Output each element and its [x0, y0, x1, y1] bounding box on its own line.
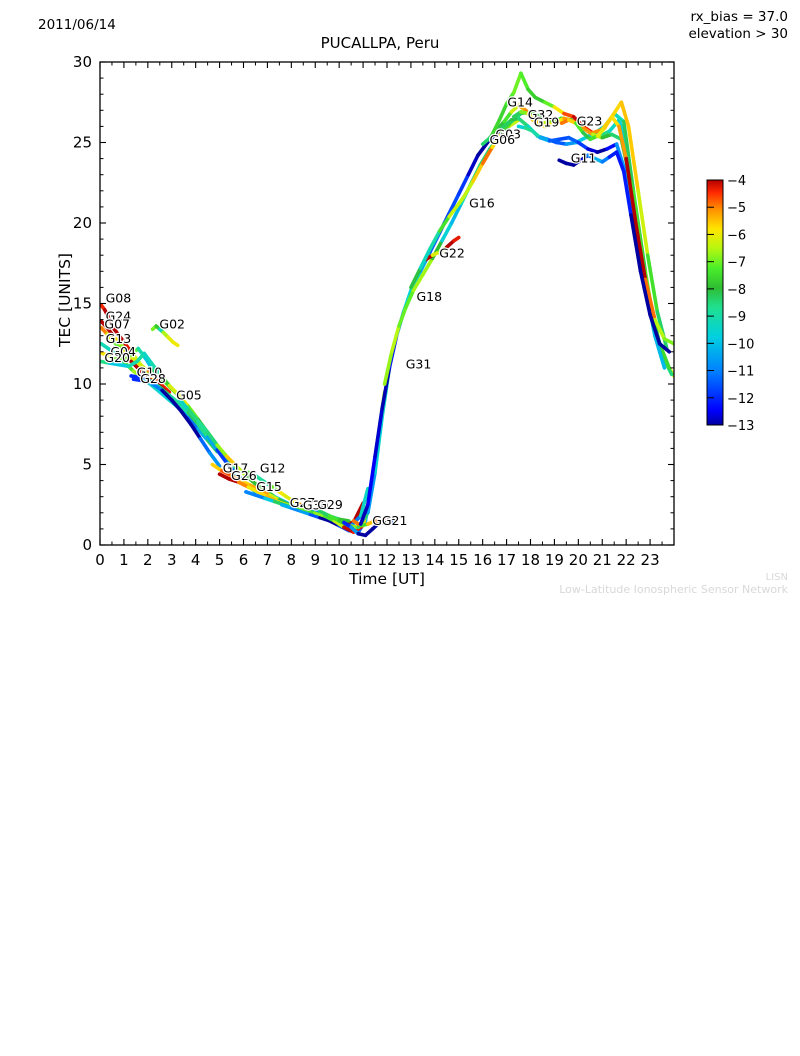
x-tick-label: 13 [401, 551, 420, 569]
y-tick-label: 10 [73, 375, 92, 393]
x-tick-label: 7 [263, 551, 273, 569]
y-axis-label: TEC [UNITS] [56, 253, 74, 347]
colorbar-tick-label: −7 [727, 256, 746, 271]
series-annotation: G07 [104, 316, 130, 331]
x-axis-label: Time [UT] [349, 570, 425, 588]
series-annotation: G21 [382, 513, 408, 528]
y-tick-label: 25 [73, 134, 92, 152]
series-annotation: G32 [528, 107, 554, 122]
x-tick-label: 16 [473, 551, 492, 569]
x-tick-label: 15 [449, 551, 468, 569]
colorbar-tick-label: −11 [727, 365, 754, 380]
series-annotation: G19 [534, 114, 560, 129]
y-tick-label: 20 [73, 214, 92, 232]
series-annotation: G11 [571, 151, 597, 166]
series-annotation: G03 [495, 126, 521, 141]
colorbar-tick-label: −10 [727, 337, 754, 352]
series-annotation: G27 [290, 495, 316, 510]
y-tick-label: 5 [82, 456, 92, 474]
series-annotation: G06 [489, 132, 515, 147]
axes-layer: 0 1 2 3 4 5 6 7 8 9 10 11 12 13 14 15 16 17 18 19 20 21 22 2305… [73, 53, 675, 569]
x-tick-label: 8 [287, 551, 297, 569]
series-annotation: G04 [110, 344, 136, 359]
y-tick-label: 15 [73, 295, 92, 313]
series-annotation: G18 [417, 289, 443, 304]
data-series-layer [100, 71, 674, 538]
series-annotation: G02 [159, 316, 185, 331]
watermark-full-name: Low-Latitude Ionospheric Sensor Network [559, 583, 788, 596]
plot-canvas: 0 1 2 3 4 5 6 7 8 9 10 11 12 13 14 15 16 17 18 19 20 21 22 2305… [73, 53, 755, 569]
rx-bias-annotation: rx_bias = 37.0 [690, 9, 788, 25]
tec-plot-figure: 2011/06/14 rx_bias = 37.0 elevation > 30… [38, 9, 788, 596]
y-tick-label: 0 [82, 536, 92, 554]
series-annotation: G29 [317, 497, 343, 512]
series-G31 [358, 126, 509, 526]
colorbar-tick-label: −8 [727, 283, 746, 298]
series-annotation: G13 [106, 331, 132, 346]
x-tick-label: 11 [354, 551, 373, 569]
series-annotation: G23 [577, 114, 603, 129]
series-annotation: G08 [106, 291, 132, 306]
x-tick-label: 2 [143, 551, 153, 569]
x-tick-label: 14 [425, 551, 444, 569]
series-annotation: G28 [140, 371, 166, 386]
series-annotation: G10 [137, 365, 163, 380]
series-annotation: G12 [260, 461, 286, 476]
date-stamp: 2011/06/14 [38, 17, 116, 33]
colorbar-tick-label: −6 [727, 228, 746, 243]
series-annotation: G20 [104, 350, 130, 365]
x-tick-label: 3 [167, 551, 177, 569]
series-annotation: G22 [439, 246, 465, 261]
colorbar-tick-label: −5 [727, 201, 746, 216]
series-G25 [342, 519, 396, 538]
series-G28 [131, 377, 222, 468]
series-annotation: G05 [176, 387, 202, 402]
x-tick-label: 23 [641, 551, 660, 569]
colorbar-tick-label: −9 [727, 310, 746, 325]
series-annotation: G25 [372, 513, 398, 528]
series-annotation: G14 [507, 94, 533, 109]
series-annotation: G17 [223, 461, 249, 476]
x-tick-label: 9 [310, 551, 320, 569]
x-tick-label: 4 [191, 551, 201, 569]
colorbar-tick-label: −4 [727, 174, 746, 189]
colorbar-ticks: −4 −5 −6 −7 −8 −9 −10 −11 −12 −13 [707, 174, 754, 434]
x-tick-label: 21 [593, 551, 612, 569]
x-tick-label: 1 [119, 551, 129, 569]
series-annotation: G16 [469, 196, 495, 211]
x-tick-label: 17 [497, 551, 516, 569]
colorbar-tick-label: −12 [727, 392, 754, 407]
series-annotation: G15 [256, 479, 282, 494]
series-annotation: G26 [231, 468, 257, 483]
x-tick-label: 19 [545, 551, 564, 569]
series-G22 [423, 235, 461, 262]
x-tick-label: 0 [95, 551, 105, 569]
series-annotation: G24 [106, 308, 132, 323]
series-G23 [559, 114, 674, 346]
elevation-annotation: elevation > 30 [688, 26, 788, 42]
page-title: PUCALLPA, Peru [320, 34, 440, 52]
x-tick-label: 20 [569, 551, 588, 569]
series-G11 [557, 150, 672, 354]
x-tick-label: 10 [330, 551, 349, 569]
y-tick-label: 30 [73, 53, 92, 71]
colorbar-gradient [706, 179, 724, 426]
watermark-lisn: LISN [765, 572, 788, 583]
series-annotation: G31 [406, 357, 432, 372]
x-tick-label: 22 [617, 551, 636, 569]
colorbar-tick-label: −13 [727, 419, 754, 434]
series-annotation: G30 [303, 498, 329, 513]
x-tick-label: 6 [239, 551, 249, 569]
x-tick-label: 18 [521, 551, 540, 569]
x-tick-label: 5 [215, 551, 225, 569]
x-tick-label: 12 [377, 551, 396, 569]
series-G02 [150, 324, 180, 348]
